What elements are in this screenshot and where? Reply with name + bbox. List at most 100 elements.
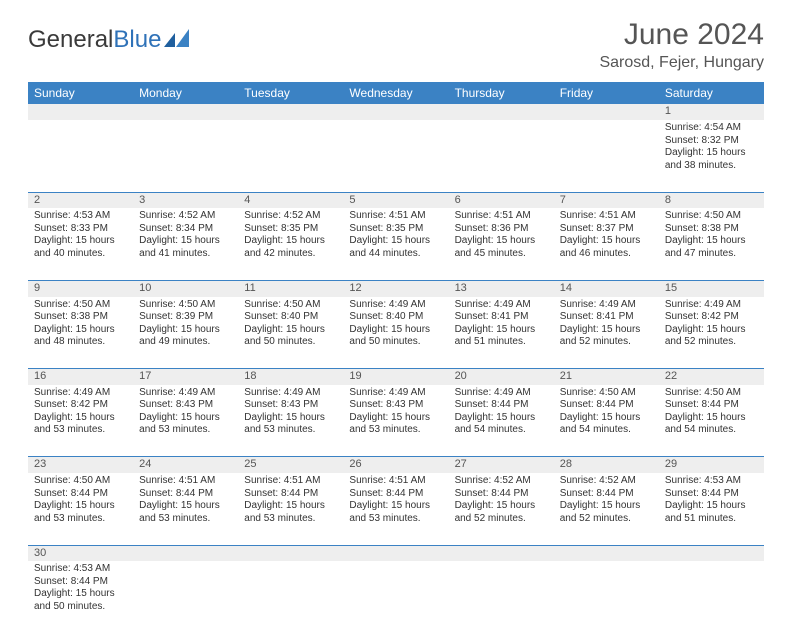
day-number: 5	[343, 192, 448, 208]
day-cell: Sunrise: 4:50 AMSunset: 8:44 PMDaylight:…	[659, 385, 764, 457]
sunset-text: Sunset: 8:37 PM	[560, 223, 653, 236]
empty-cell	[343, 104, 448, 120]
sunrise-text: Sunrise: 4:53 AM	[34, 563, 127, 576]
day-cell: Sunrise: 4:52 AMSunset: 8:35 PMDaylight:…	[238, 208, 343, 280]
sunrise-text: Sunrise: 4:52 AM	[139, 210, 232, 223]
empty-cell	[238, 561, 343, 633]
week-row: Sunrise: 4:50 AMSunset: 8:44 PMDaylight:…	[28, 473, 764, 545]
sunset-text: Sunset: 8:41 PM	[455, 311, 548, 324]
day-cell: Sunrise: 4:50 AMSunset: 8:40 PMDaylight:…	[238, 297, 343, 369]
sunset-text: Sunset: 8:42 PM	[665, 311, 758, 324]
daylight-text: Daylight: 15 hours and 50 minutes.	[244, 324, 337, 349]
empty-cell	[238, 104, 343, 120]
daylight-text: Daylight: 15 hours and 52 minutes.	[665, 324, 758, 349]
daylight-text: Daylight: 15 hours and 54 minutes.	[560, 412, 653, 437]
location: Sarosd, Fejer, Hungary	[599, 54, 764, 72]
sunrise-text: Sunrise: 4:54 AM	[665, 122, 758, 135]
sunrise-text: Sunrise: 4:50 AM	[139, 299, 232, 312]
sunset-text: Sunset: 8:36 PM	[455, 223, 548, 236]
daylight-text: Daylight: 15 hours and 40 minutes.	[34, 235, 127, 260]
sunrise-text: Sunrise: 4:51 AM	[349, 210, 442, 223]
sunrise-text: Sunrise: 4:49 AM	[560, 299, 653, 312]
day-number: 27	[449, 457, 554, 473]
sunset-text: Sunset: 8:44 PM	[560, 399, 653, 412]
sunrise-text: Sunrise: 4:52 AM	[455, 475, 548, 488]
day-cell: Sunrise: 4:51 AMSunset: 8:35 PMDaylight:…	[343, 208, 448, 280]
weekday-header: Monday	[133, 82, 238, 104]
sunrise-text: Sunrise: 4:49 AM	[665, 299, 758, 312]
empty-cell	[449, 561, 554, 633]
empty-cell	[449, 120, 554, 192]
empty-cell	[133, 561, 238, 633]
day-number: 28	[554, 457, 659, 473]
empty-cell	[343, 545, 448, 561]
sunset-text: Sunset: 8:40 PM	[244, 311, 337, 324]
sunrise-text: Sunrise: 4:51 AM	[560, 210, 653, 223]
day-number: 4	[238, 192, 343, 208]
sunrise-text: Sunrise: 4:50 AM	[34, 475, 127, 488]
day-number: 7	[554, 192, 659, 208]
daylight-text: Daylight: 15 hours and 51 minutes.	[455, 324, 548, 349]
daylight-text: Daylight: 15 hours and 48 minutes.	[34, 324, 127, 349]
sunset-text: Sunset: 8:44 PM	[665, 399, 758, 412]
day-number: 18	[238, 369, 343, 385]
day-cell: Sunrise: 4:49 AMSunset: 8:43 PMDaylight:…	[343, 385, 448, 457]
empty-cell	[343, 561, 448, 633]
sunset-text: Sunset: 8:44 PM	[349, 488, 442, 501]
daylight-text: Daylight: 15 hours and 51 minutes.	[665, 500, 758, 525]
day-cell: Sunrise: 4:51 AMSunset: 8:36 PMDaylight:…	[449, 208, 554, 280]
day-cell: Sunrise: 4:49 AMSunset: 8:44 PMDaylight:…	[449, 385, 554, 457]
sunrise-text: Sunrise: 4:49 AM	[139, 387, 232, 400]
header: GeneralBlue June 2024 Sarosd, Fejer, Hun…	[28, 18, 764, 72]
day-cell: Sunrise: 4:49 AMSunset: 8:41 PMDaylight:…	[449, 297, 554, 369]
day-number: 8	[659, 192, 764, 208]
day-number: 29	[659, 457, 764, 473]
empty-cell	[133, 120, 238, 192]
day-number: 10	[133, 280, 238, 296]
empty-cell	[554, 104, 659, 120]
week-row: Sunrise: 4:50 AMSunset: 8:38 PMDaylight:…	[28, 297, 764, 369]
sunset-text: Sunset: 8:44 PM	[34, 576, 127, 589]
sunrise-text: Sunrise: 4:50 AM	[244, 299, 337, 312]
sunset-text: Sunset: 8:44 PM	[665, 488, 758, 501]
sunset-text: Sunset: 8:40 PM	[349, 311, 442, 324]
day-cell: Sunrise: 4:50 AMSunset: 8:38 PMDaylight:…	[659, 208, 764, 280]
sunrise-text: Sunrise: 4:49 AM	[349, 299, 442, 312]
sunrise-text: Sunrise: 4:51 AM	[244, 475, 337, 488]
logo-triangles-icon	[164, 26, 190, 54]
week-row: Sunrise: 4:53 AMSunset: 8:44 PMDaylight:…	[28, 561, 764, 633]
sunrise-text: Sunrise: 4:49 AM	[244, 387, 337, 400]
sunrise-text: Sunrise: 4:49 AM	[455, 387, 548, 400]
day-cell: Sunrise: 4:49 AMSunset: 8:42 PMDaylight:…	[659, 297, 764, 369]
sunrise-text: Sunrise: 4:49 AM	[349, 387, 442, 400]
daylight-text: Daylight: 15 hours and 44 minutes.	[349, 235, 442, 260]
sunset-text: Sunset: 8:41 PM	[560, 311, 653, 324]
day-cell: Sunrise: 4:49 AMSunset: 8:42 PMDaylight:…	[28, 385, 133, 457]
daylight-text: Daylight: 15 hours and 41 minutes.	[139, 235, 232, 260]
empty-cell	[28, 120, 133, 192]
daylight-text: Daylight: 15 hours and 46 minutes.	[560, 235, 653, 260]
day-cell: Sunrise: 4:53 AMSunset: 8:33 PMDaylight:…	[28, 208, 133, 280]
day-cell: Sunrise: 4:51 AMSunset: 8:44 PMDaylight:…	[238, 473, 343, 545]
daylight-text: Daylight: 15 hours and 53 minutes.	[139, 412, 232, 437]
day-number: 19	[343, 369, 448, 385]
sunset-text: Sunset: 8:38 PM	[665, 223, 758, 236]
sunset-text: Sunset: 8:43 PM	[349, 399, 442, 412]
weekday-header: Thursday	[449, 82, 554, 104]
day-number: 14	[554, 280, 659, 296]
day-cell: Sunrise: 4:49 AMSunset: 8:41 PMDaylight:…	[554, 297, 659, 369]
day-number: 26	[343, 457, 448, 473]
daylight-text: Daylight: 15 hours and 54 minutes.	[455, 412, 548, 437]
daylight-text: Daylight: 15 hours and 52 minutes.	[455, 500, 548, 525]
day-cell: Sunrise: 4:50 AMSunset: 8:39 PMDaylight:…	[133, 297, 238, 369]
day-cell: Sunrise: 4:52 AMSunset: 8:44 PMDaylight:…	[554, 473, 659, 545]
sunset-text: Sunset: 8:38 PM	[34, 311, 127, 324]
title-block: June 2024 Sarosd, Fejer, Hungary	[599, 18, 764, 72]
day-cell: Sunrise: 4:50 AMSunset: 8:44 PMDaylight:…	[28, 473, 133, 545]
calendar-table: SundayMondayTuesdayWednesdayThursdayFrid…	[28, 82, 764, 633]
daynum-row: 23242526272829	[28, 457, 764, 473]
day-number: 17	[133, 369, 238, 385]
sunset-text: Sunset: 8:35 PM	[244, 223, 337, 236]
day-cell: Sunrise: 4:52 AMSunset: 8:34 PMDaylight:…	[133, 208, 238, 280]
brand-part2: Blue	[113, 26, 161, 54]
